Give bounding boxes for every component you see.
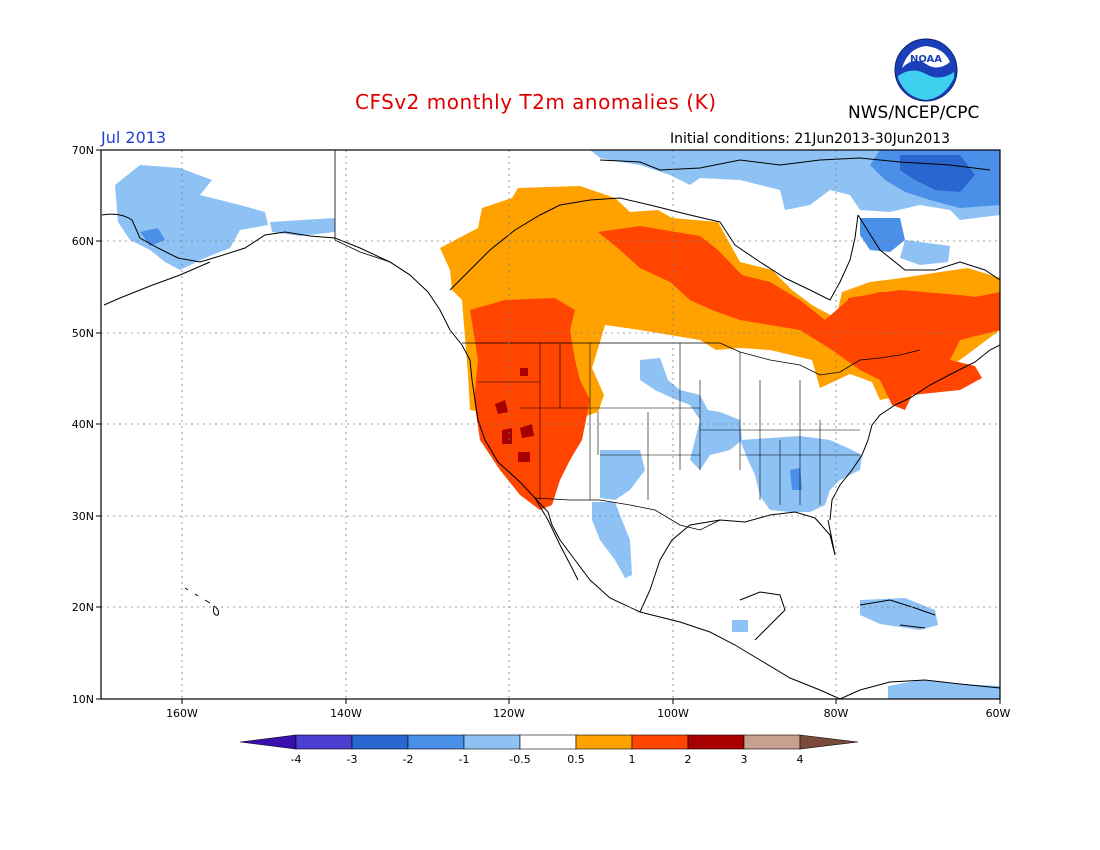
coastline-baja: [534, 497, 579, 581]
colorbar-swatch: [519, 734, 577, 750]
borders: [334, 150, 921, 531]
cool-region-southeast: [740, 436, 862, 512]
lon-label: 120W: [493, 707, 525, 720]
colorbar-swatch: [743, 734, 801, 750]
lat-label: 60N: [72, 235, 94, 248]
colorbar-swatch: [687, 734, 745, 750]
gridlines: [101, 150, 1000, 699]
initial-conditions-label: Initial conditions: 21Jun2013-30Jun2013: [670, 131, 951, 147]
coastline-alaska-peninsula: [103, 261, 211, 306]
cool-region-alaska-core: [140, 228, 165, 246]
warm-region-canada: [440, 186, 1000, 440]
lat-label: 30N: [72, 510, 94, 523]
lat-label: 40N: [72, 418, 94, 431]
coastlines: [101, 157, 1000, 699]
colorbar-swatch: [295, 734, 353, 750]
coastline-hudson: [719, 214, 859, 301]
coastline-west-us: [449, 329, 841, 699]
lat-label: 20N: [72, 601, 94, 614]
latitude-labels: 70N 60N 50N 40N 30N 20N 10N: [72, 144, 94, 706]
border-alaska-canada: [334, 150, 411, 276]
longitude-labels: 160W 140W 120W 100W 80W 60W: [166, 707, 1010, 720]
hot-region-canada-central: [598, 226, 1000, 410]
logo-text: NOAA: [910, 54, 942, 65]
colorbar-label: 2: [685, 753, 692, 766]
colorbar-label: 1: [629, 753, 636, 766]
state-lines: [478, 343, 860, 505]
cool-region-hudson-edge: [900, 240, 950, 265]
lon-label: 60W: [986, 707, 1011, 720]
cool-region-alaska: [115, 165, 268, 270]
coastline-hawaii: [184, 587, 219, 616]
cool-region-southeast-core: [790, 468, 802, 490]
hot-region-labrador: [848, 290, 1000, 355]
colorbar-label: -4: [291, 753, 302, 766]
coastline-yucatan: [739, 591, 786, 641]
colorbar-swatch: [463, 734, 521, 750]
lat-label: 70N: [72, 144, 94, 157]
valid-month-label: Jul 2013: [101, 128, 167, 147]
noaa-logo: NOAA: [894, 38, 958, 102]
colorbar-swatch: [407, 734, 465, 750]
lon-label: 100W: [657, 707, 689, 720]
colorbar-label: -2: [403, 753, 414, 766]
cool-region-alaska-north: [270, 218, 335, 236]
cool-region-central-america: [732, 620, 748, 632]
colorbar-label: 3: [741, 753, 748, 766]
border-us-mexico: [534, 497, 721, 531]
lat-label: 50N: [72, 327, 94, 340]
colorbar-arrow-high: [799, 734, 859, 750]
colorbar-arrow-low: [239, 734, 297, 750]
very-hot-region-west: [495, 368, 534, 462]
lon-label: 80W: [824, 707, 849, 720]
chart-title: CFSv2 monthly T2m anomalies (K): [355, 90, 717, 114]
agency-label: NWS/NCEP/CPC: [848, 103, 980, 123]
lat-label: 10N: [72, 693, 94, 706]
coastline-south-america: [839, 679, 1000, 699]
colorbar-label: 0.5: [567, 753, 585, 766]
colorbar-labels: -4 -3 -2 -1 -0.5 0.5 1 2 3 4: [291, 753, 804, 766]
coastline-alaska: [101, 213, 451, 331]
colorbar-swatch: [575, 734, 633, 750]
coastline-gulf: [639, 511, 836, 613]
cool-region-south: [888, 680, 1000, 699]
coastline-arctic-islands: [599, 157, 991, 171]
colorbar-label: 4: [797, 753, 804, 766]
cool-region-mexico: [592, 502, 632, 578]
coastline-arctic: [449, 197, 721, 291]
cool-region-hudson: [860, 218, 905, 252]
colorbar: [239, 734, 859, 750]
colorbar-swatch: [631, 734, 689, 750]
colorbar-label: -0.5: [509, 753, 530, 766]
cool-region-plains: [640, 358, 742, 470]
border-us-canada: [462, 342, 921, 376]
tick-marks: [96, 149, 1001, 704]
cool-region-caribbean: [860, 598, 938, 630]
anomaly-fields: [115, 150, 1000, 699]
colorbar-label: -1: [459, 753, 470, 766]
cool-region-southwest: [600, 450, 645, 500]
coastline-caribbean: [859, 599, 936, 629]
coastline-labrador: [857, 214, 1000, 281]
lon-label: 140W: [330, 707, 362, 720]
lon-label: 160W: [166, 707, 198, 720]
colorbar-label: -3: [347, 753, 358, 766]
colorbar-swatch: [351, 734, 409, 750]
coastline-east-us: [829, 344, 1000, 521]
cool-region-arctic-core-2: [900, 155, 975, 192]
